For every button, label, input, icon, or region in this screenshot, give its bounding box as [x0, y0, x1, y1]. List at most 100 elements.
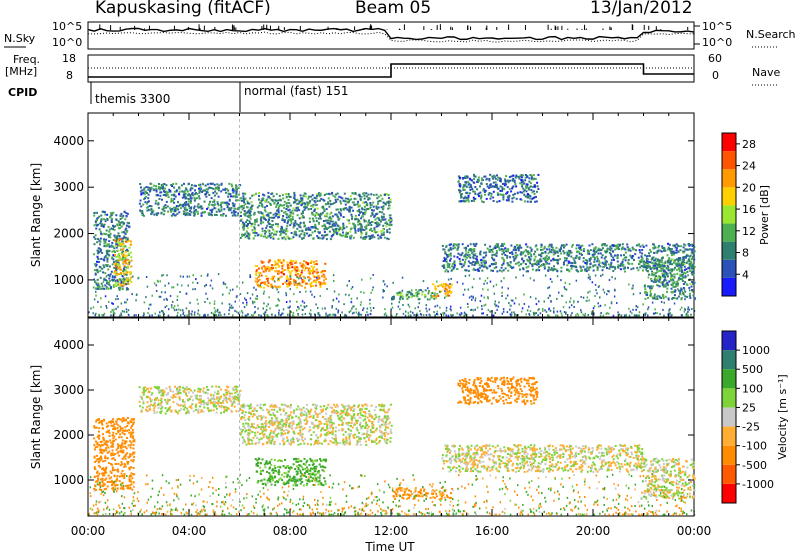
noise-cell — [252, 302, 254, 305]
echo-cell — [126, 248, 128, 251]
noise-cell — [297, 314, 299, 316]
echo-cell — [271, 235, 274, 238]
noise-cell — [395, 314, 397, 317]
echo-cell — [310, 270, 313, 272]
echo-cell — [446, 264, 449, 267]
echo-cell — [380, 219, 382, 222]
echo-cell — [481, 177, 483, 180]
noise-cell — [348, 294, 350, 297]
echo-cell — [662, 295, 665, 298]
noise-cell — [115, 298, 117, 301]
echo-cell — [539, 253, 542, 256]
echo-cell — [677, 295, 680, 298]
echo-cell — [312, 203, 315, 206]
echo-cell — [363, 192, 366, 195]
echo-cell — [676, 264, 679, 267]
echo-cell — [209, 209, 212, 212]
noise-cell — [372, 307, 375, 309]
echo-cell — [272, 228, 275, 231]
noise-cell — [97, 300, 99, 303]
echo-cell — [543, 245, 546, 248]
echo-cell — [461, 252, 464, 255]
echo-cell — [381, 234, 384, 236]
echo-cell — [387, 223, 390, 226]
echo-cell — [211, 182, 214, 185]
echo-cell — [162, 213, 165, 216]
echo-cell — [285, 277, 288, 280]
echo-cell — [108, 277, 111, 280]
echo-cell — [656, 284, 659, 287]
echo-cell — [231, 202, 234, 205]
echo-cell — [270, 226, 273, 229]
echo-cell — [290, 218, 292, 221]
noise-cell — [489, 280, 492, 283]
echo-cell — [235, 195, 238, 198]
noise-cell — [450, 313, 452, 316]
echo-cell — [682, 293, 685, 296]
echo-cell — [666, 254, 669, 257]
echo-cell — [620, 254, 623, 257]
noise-cell — [494, 312, 497, 314]
echo-cell — [190, 211, 193, 214]
echo-cell — [408, 291, 411, 294]
echo-cell — [198, 187, 200, 190]
echo-cell — [115, 241, 118, 244]
echo-cell — [117, 220, 120, 223]
echo-cell — [604, 243, 606, 246]
echo-cell — [690, 267, 693, 270]
echo-cell — [345, 231, 348, 234]
echo-cell — [147, 188, 150, 191]
noise-cell — [252, 314, 254, 317]
echo-cell — [387, 194, 390, 196]
noise-cell — [305, 290, 307, 293]
echo-cell — [631, 255, 634, 257]
echo-cell — [244, 197, 247, 200]
echo-cell — [489, 245, 492, 248]
noise-cell — [664, 276, 667, 279]
echo-cell — [669, 269, 672, 272]
noise-cell — [510, 314, 512, 317]
echo-cell — [510, 251, 513, 254]
echo-cell — [252, 213, 255, 216]
echo-cell — [656, 267, 659, 269]
echo-cell — [324, 225, 327, 228]
noise-cell — [346, 284, 348, 287]
echo-cell — [328, 222, 331, 225]
echo-cell — [266, 205, 268, 207]
echo-cell — [629, 249, 632, 252]
echo-cell — [268, 229, 271, 232]
echo-cell — [108, 279, 111, 282]
noise-cell — [550, 300, 552, 303]
echo-cell — [279, 199, 282, 202]
echo-cell — [489, 173, 492, 176]
noise-cell — [278, 311, 280, 314]
echo-cell — [296, 202, 299, 205]
echo-cell — [248, 237, 251, 240]
echo-cell — [206, 191, 209, 194]
noise-cell — [327, 314, 329, 317]
echo-cell — [99, 250, 102, 253]
noise-cell — [586, 296, 589, 299]
noise-cell — [113, 308, 115, 311]
noise-cell — [333, 290, 336, 293]
echo-cell — [112, 224, 114, 227]
echo-cell — [596, 266, 599, 269]
noise-cell — [520, 310, 523, 313]
echo-cell — [99, 243, 101, 246]
noise-cell — [494, 300, 496, 303]
noise-cell — [515, 297, 517, 300]
echo-cell — [455, 243, 458, 246]
echo-cell — [383, 236, 386, 239]
echo-cell — [443, 285, 446, 288]
echo-cell — [331, 191, 333, 194]
noise-cell — [651, 301, 654, 304]
noise-cell — [419, 310, 421, 312]
echo-cell — [448, 287, 451, 290]
noise-cell — [171, 286, 173, 289]
noise-cell — [422, 314, 425, 316]
noise-cell — [426, 298, 429, 301]
echo-cell — [639, 266, 642, 269]
echo-cell — [653, 297, 656, 300]
echo-cell — [286, 222, 289, 225]
noise-cell — [296, 300, 298, 303]
